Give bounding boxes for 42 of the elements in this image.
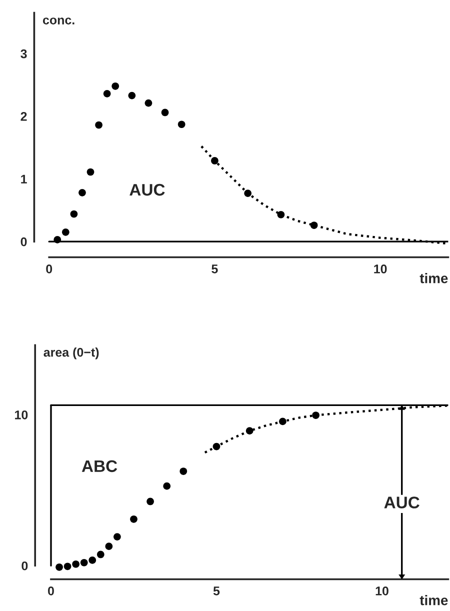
point — [114, 533, 121, 540]
x-axis-title: time — [420, 273, 448, 284]
y-axis-title: conc. — [42, 18, 74, 24]
point — [72, 560, 80, 568]
point — [103, 90, 111, 98]
x-axis-title: time — [420, 595, 448, 606]
x-tick-label: 0 — [48, 586, 54, 596]
point — [130, 515, 138, 523]
y-axis-title: area (0−t) — [44, 348, 99, 360]
y-tick-label: 10 — [15, 410, 28, 420]
x-tick-label: 0 — [46, 264, 52, 274]
point — [161, 108, 169, 116]
point — [178, 120, 186, 128]
point — [128, 92, 136, 100]
point — [112, 82, 120, 90]
point — [56, 563, 63, 571]
point — [96, 550, 104, 558]
point — [62, 228, 70, 236]
point — [88, 556, 96, 564]
point — [180, 468, 188, 475]
y-tick-label: 0 — [22, 561, 28, 570]
x-tick-label: 5 — [213, 586, 220, 596]
x-tick-label: 10 — [376, 586, 388, 596]
point — [144, 99, 152, 107]
point — [70, 210, 78, 218]
ref-line-label: AUC — [384, 496, 420, 508]
point — [105, 542, 113, 550]
point — [86, 168, 94, 176]
point — [95, 121, 102, 129]
point — [146, 498, 154, 506]
point — [64, 562, 72, 570]
y-tick-label: 3 — [20, 49, 27, 58]
point — [80, 558, 88, 566]
y-tick-label: 1 — [21, 174, 27, 184]
x-tick-label: 10 — [374, 264, 387, 274]
y-tick-label: 2 — [20, 112, 27, 121]
point — [78, 189, 86, 196]
y-tick-label: 0 — [20, 237, 27, 246]
annotation: ABC — [82, 460, 118, 472]
x-tick-label: 5 — [212, 264, 218, 274]
point — [163, 482, 171, 490]
annotation: AUC — [130, 184, 165, 196]
